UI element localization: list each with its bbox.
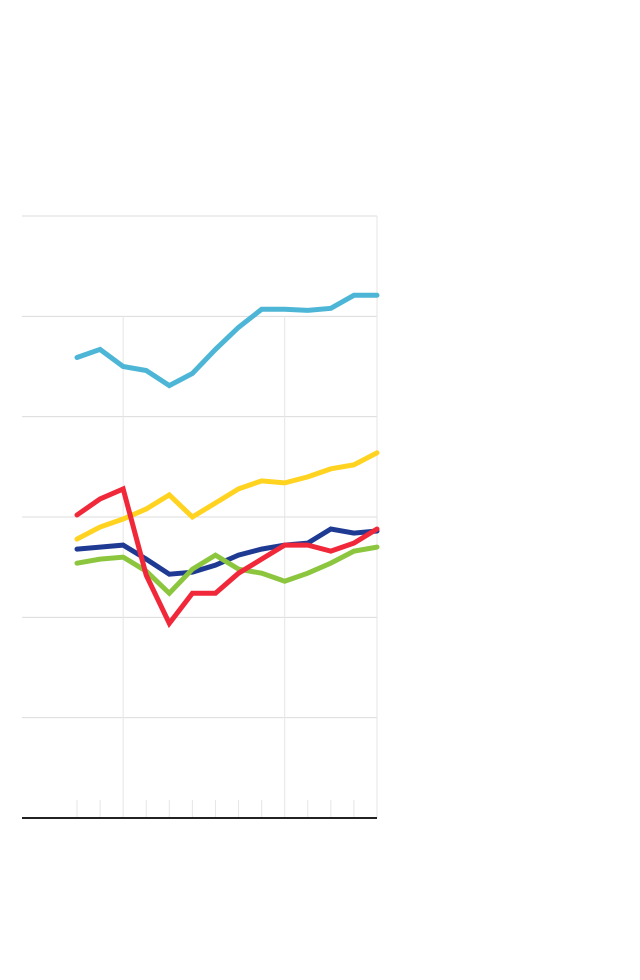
series-line-5 [74,485,380,629]
series-line-2 [74,450,380,542]
series-line-1 [74,292,380,389]
series-line-4 [74,544,380,597]
